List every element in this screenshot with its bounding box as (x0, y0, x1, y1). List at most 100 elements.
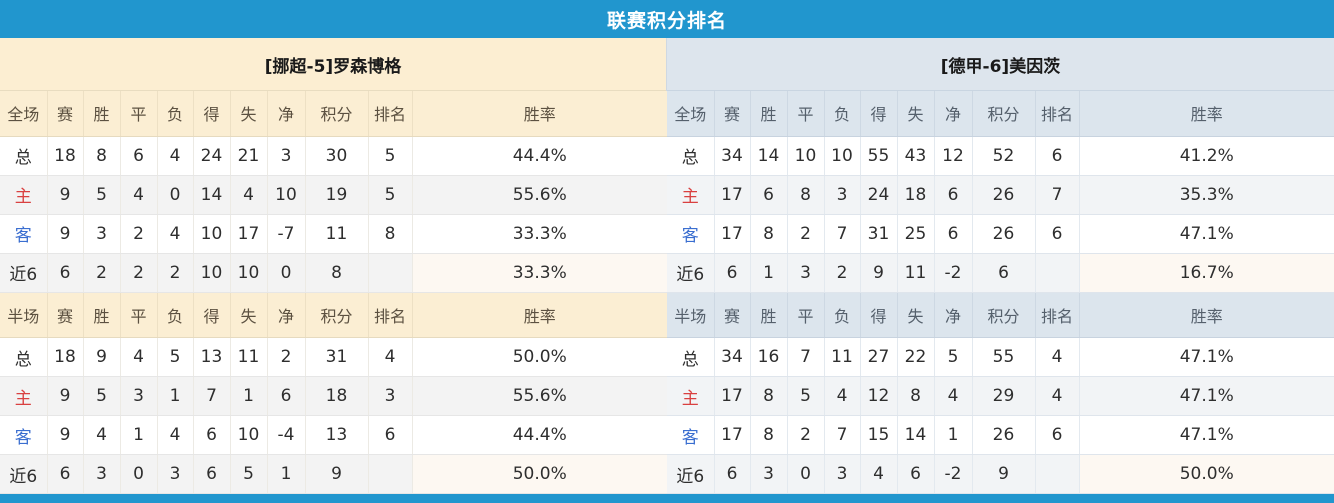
cell-points: 26 (972, 415, 1036, 455)
row-label-away: 客 (0, 415, 48, 455)
cell-gf: 4 (860, 454, 898, 494)
table-header-row: 半场赛胜平负得失净积分 排名 胜率 (0, 292, 667, 338)
cell-points: 11 (305, 214, 369, 254)
row-label-away: 客 (0, 214, 48, 254)
cell-ga: 11 (897, 253, 935, 293)
cell-gd: 12 (934, 136, 973, 176)
cell-rank (368, 253, 413, 293)
cell-gf: 24 (860, 175, 898, 215)
stat-table-left-halftime: 半场赛胜平负得失净积分 排名 胜率总 18 9 4 5 13 11 2 31 4 50.0% 主 9 5 3 1 7… (0, 292, 667, 494)
cell-draw: 8 (787, 175, 825, 215)
cell-rank: 6 (368, 415, 413, 455)
column-header-6: 失 (897, 91, 935, 137)
cell-win: 8 (750, 415, 788, 455)
cell-ga: 17 (230, 214, 268, 254)
column-header-6: 失 (897, 292, 935, 338)
table-row: 近6 6 2 2 2 10 10 0 8 33.3% (0, 253, 667, 293)
stat-table-right-halftime: 半场赛胜平负得失净积分 排名 胜率总 34 16 7 11 27 22 5 55 4 47.1% 主 17 8… (667, 292, 1334, 494)
table-row: 总 34 16 7 11 27 22 5 55 4 47.1% (667, 337, 1334, 377)
column-header-8: 积分 (305, 91, 369, 137)
column-header-2: 胜 (83, 91, 121, 137)
cell-draw: 2 (787, 214, 825, 254)
cell-rank: 5 (368, 136, 413, 176)
cell-win: 3 (83, 214, 121, 254)
row-label-total: 总 (667, 136, 715, 176)
cell-played: 6 (714, 253, 751, 293)
column-header-0: 半场 (0, 292, 48, 338)
cell-played: 9 (47, 415, 84, 455)
cell-gf: 6 (193, 415, 231, 455)
cell-ga: 8 (897, 376, 935, 416)
cell-loss: 3 (824, 175, 861, 215)
cell-ga: 14 (897, 415, 935, 455)
column-header-3: 平 (120, 292, 158, 338)
stat-tables-right: 全场赛胜平负得失净积分 排名 胜率总 34 14 10 10 55 43 12 52 6 41.2% 主 1… (667, 91, 1334, 494)
cell-rank: 3 (368, 376, 413, 416)
cell-win: 2 (83, 253, 121, 293)
cell-ga: 4 (230, 175, 268, 215)
cell-win: 3 (83, 454, 121, 494)
team-name-right: [德甲-6]美因茨 (940, 56, 1061, 77)
team-panel-right: [德甲-6]美因茨 全场赛胜平负得失净积分 排名 胜率总 34 14 10 10 55 43 12… (667, 38, 1334, 494)
row-label-recent: 近6 (0, 253, 48, 293)
cell-loss: 3 (157, 454, 194, 494)
row-label-away: 客 (667, 415, 715, 455)
column-header-0: 全场 (0, 91, 48, 137)
cell-draw: 0 (787, 454, 825, 494)
table-row: 近6 6 3 0 3 6 5 1 9 50.0% (0, 454, 667, 494)
cell-gf: 24 (193, 136, 231, 176)
column-header-1: 赛 (714, 292, 751, 338)
cell-rate: 50.0% (412, 454, 667, 494)
row-label-home: 主 (0, 376, 48, 416)
cell-played: 6 (47, 454, 84, 494)
cell-played: 18 (47, 337, 84, 377)
cell-gd: 3 (267, 136, 306, 176)
cell-played: 6 (714, 454, 751, 494)
column-header-0: 半场 (667, 292, 715, 338)
column-header-6: 失 (230, 292, 268, 338)
cell-points: 13 (305, 415, 369, 455)
cell-loss: 0 (157, 175, 194, 215)
cell-win: 5 (83, 175, 121, 215)
cell-played: 9 (47, 214, 84, 254)
cell-draw: 2 (120, 214, 158, 254)
cell-gd: 6 (267, 376, 306, 416)
cell-win: 8 (83, 136, 121, 176)
column-header-3: 平 (787, 91, 825, 137)
cell-draw: 4 (120, 337, 158, 377)
cell-ga: 25 (897, 214, 935, 254)
table-row: 客 9 3 2 4 10 17 -7 11 8 33.3% (0, 214, 667, 254)
cell-points: 6 (972, 253, 1036, 293)
row-label-recent: 近6 (667, 253, 715, 293)
cell-win: 5 (83, 376, 121, 416)
table-header-row: 全场赛胜平负得失净积分 排名 胜率 (0, 91, 667, 137)
table-row: 近6 6 3 0 3 4 6 -2 9 50.0% (667, 454, 1334, 494)
cell-rank: 5 (368, 175, 413, 215)
column-header-9: 排名 (368, 91, 413, 137)
table-row: 主 17 8 5 4 12 8 4 29 4 47.1% (667, 376, 1334, 416)
cell-rate: 33.3% (412, 253, 667, 293)
cell-rate: 47.1% (1079, 214, 1334, 254)
table-row: 近6 6 1 3 2 9 11 -2 6 16.7% (667, 253, 1334, 293)
cell-loss: 2 (824, 253, 861, 293)
cell-loss: 2 (157, 253, 194, 293)
row-label-recent: 近6 (0, 454, 48, 494)
column-header-5: 得 (860, 292, 898, 338)
cell-rate: 55.6% (412, 175, 667, 215)
cell-gd: 2 (267, 337, 306, 377)
cell-draw: 4 (120, 175, 158, 215)
column-header-6: 失 (230, 91, 268, 137)
table-row: 主 17 6 8 3 24 18 6 26 7 35.3% (667, 175, 1334, 215)
cell-gf: 27 (860, 337, 898, 377)
cell-draw: 1 (120, 415, 158, 455)
cell-rate: 47.1% (1079, 415, 1334, 455)
row-label-recent: 近6 (667, 454, 715, 494)
column-header-1: 赛 (714, 91, 751, 137)
cell-draw: 0 (120, 454, 158, 494)
row-label-total: 总 (667, 337, 715, 377)
cell-ga: 1 (230, 376, 268, 416)
cell-gd: 4 (934, 376, 973, 416)
bottom-accent-bar (0, 494, 1334, 503)
table-row: 客 9 4 1 4 6 10 -4 13 6 44.4% (0, 415, 667, 455)
column-header-8: 积分 (972, 292, 1036, 338)
